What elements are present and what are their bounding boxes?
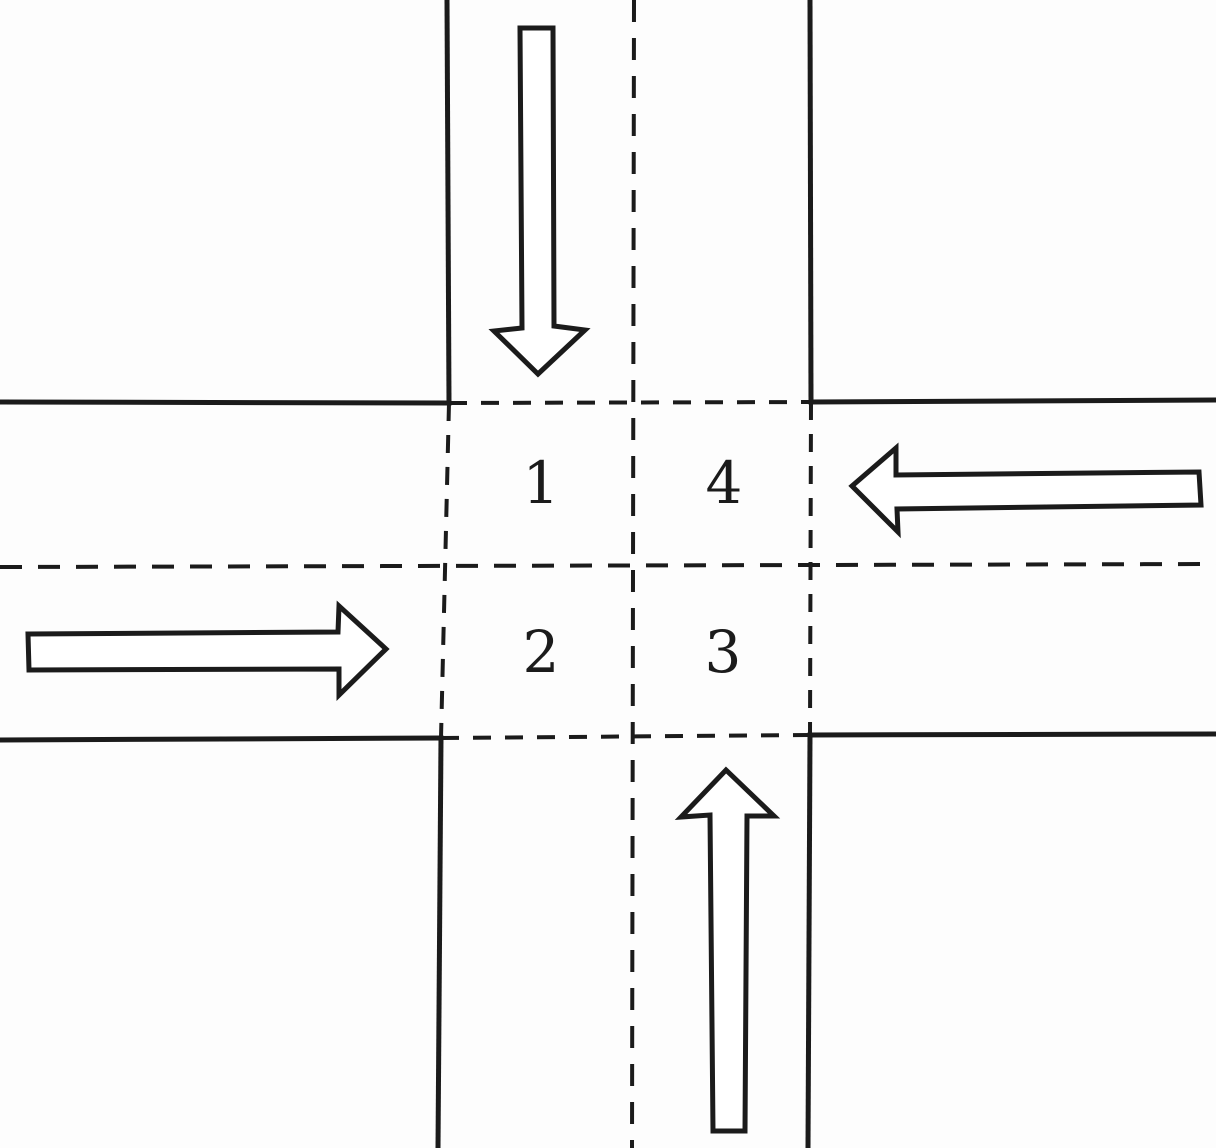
intersection-box-left xyxy=(439,402,451,739)
zone-label-3: 3 xyxy=(705,618,742,686)
intersection-box-bottom xyxy=(440,733,811,740)
road-edge-vertical-right-bottom xyxy=(805,732,813,1148)
zone-label-1: 1 xyxy=(523,449,560,517)
road-edge-vertical-right-top xyxy=(807,0,814,405)
road-edge-vertical-left-top xyxy=(444,0,452,405)
intersection-box-top xyxy=(448,400,812,405)
lane-divider-vertical xyxy=(630,0,636,1148)
road-edge-horizontal-top-right xyxy=(808,397,1216,405)
intersection-box-right xyxy=(808,401,813,736)
arrow-westbound xyxy=(848,442,1204,539)
road-edge-horizontal-top-left xyxy=(0,399,452,406)
arrow-southbound xyxy=(488,25,591,378)
road-edge-horizontal-bottom-left xyxy=(0,735,444,743)
zone-labels: 1 4 2 3 xyxy=(523,449,743,686)
road-edge-horizontal-bottom-right xyxy=(807,731,1216,738)
direction-arrows xyxy=(25,25,1204,1134)
lane-divider-horizontal xyxy=(0,562,1216,569)
arrow-eastbound xyxy=(25,600,390,701)
road-edge-vertical-left-bottom xyxy=(435,735,444,1148)
intersection-box xyxy=(439,400,813,740)
zone-label-4: 4 xyxy=(706,449,743,517)
arrow-northbound xyxy=(674,766,781,1134)
zone-label-2: 2 xyxy=(523,618,560,686)
